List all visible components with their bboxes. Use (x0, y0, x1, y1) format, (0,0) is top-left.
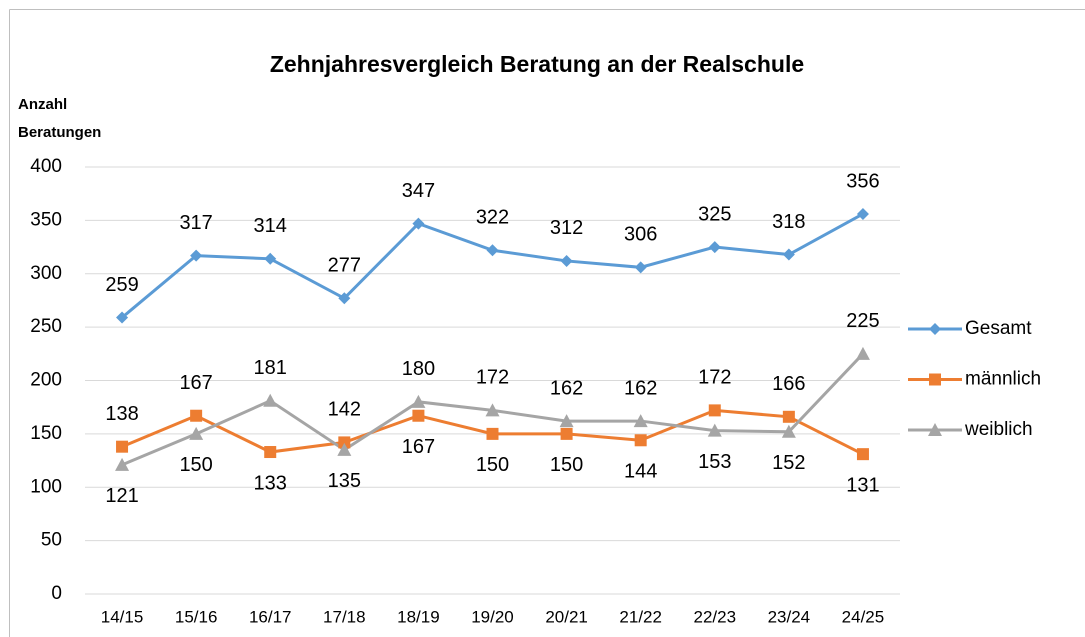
data-label: 133 (254, 472, 287, 494)
point (263, 393, 278, 407)
point (928, 423, 942, 436)
data-label: 162 (624, 377, 657, 399)
data-label: 277 (328, 255, 361, 277)
point (190, 249, 203, 262)
point (560, 427, 573, 440)
x-tick-label: 17/18 (323, 607, 366, 626)
data-label: 167 (179, 372, 212, 394)
y-axis-label: Beratungen (18, 124, 101, 141)
data-label: 152 (772, 452, 805, 474)
point (856, 207, 869, 220)
data-label: 180 (402, 358, 435, 380)
data-label: 347 (402, 180, 435, 202)
point (782, 410, 795, 423)
data-label: 306 (624, 224, 657, 246)
point (189, 426, 204, 440)
data-label: 166 (772, 373, 805, 395)
point (486, 244, 499, 257)
x-tick-label: 24/25 (842, 607, 885, 626)
point (116, 311, 129, 324)
point (708, 404, 721, 417)
data-label: 172 (476, 367, 509, 389)
data-label: 150 (550, 454, 583, 476)
y-tick-label: 0 (51, 583, 62, 604)
point (856, 448, 869, 461)
data-label: 138 (105, 403, 138, 425)
point (485, 403, 500, 417)
point (264, 252, 277, 265)
x-tick-label: 22/23 (693, 607, 736, 626)
x-tick-label: 19/20 (471, 607, 514, 626)
point (782, 248, 795, 261)
point (412, 217, 425, 230)
data-label: 142 (328, 399, 361, 421)
point (486, 427, 499, 440)
point (116, 440, 129, 453)
y-tick-label: 250 (30, 316, 62, 337)
point (929, 373, 941, 386)
data-label: 153 (698, 451, 731, 473)
data-label: 135 (328, 470, 361, 492)
point (412, 409, 425, 422)
point (338, 436, 351, 449)
y-tick-label: 150 (30, 423, 62, 444)
data-label: 121 (105, 485, 138, 507)
point (337, 442, 352, 456)
data-label: 314 (254, 215, 287, 237)
x-tick-label: 21/22 (619, 607, 662, 626)
point (633, 414, 648, 428)
data-label: 150 (179, 454, 212, 476)
data-label: 322 (476, 207, 509, 229)
y-tick-label: 100 (30, 476, 62, 497)
data-label: 225 (846, 310, 879, 332)
legend-label: Gesamt (965, 318, 1032, 339)
chart-title: Zehnjahresvergleich Beratung an der Real… (270, 51, 804, 77)
point (411, 394, 426, 408)
point (781, 424, 796, 438)
y-tick-label: 350 (30, 209, 62, 230)
y-tick-label: 50 (41, 530, 62, 551)
x-tick-label: 15/16 (175, 607, 218, 626)
point (634, 434, 647, 447)
legend-label: weiblich (964, 419, 1033, 440)
data-label: 259 (105, 274, 138, 296)
point (115, 457, 130, 471)
point (560, 254, 573, 267)
x-tick-label: 20/21 (545, 607, 588, 626)
data-label: 325 (698, 203, 731, 225)
x-tick-label: 23/24 (768, 607, 811, 626)
x-tick-label: 18/19 (397, 607, 440, 626)
x-tick-label: 14/15 (101, 607, 144, 626)
point (634, 261, 647, 274)
point (707, 423, 722, 437)
data-label: 162 (550, 377, 583, 399)
data-label: 181 (254, 357, 287, 379)
y-axis-label: Anzahl (18, 96, 67, 113)
point (190, 409, 203, 422)
data-label: 312 (550, 217, 583, 239)
point (264, 446, 277, 459)
data-label: 167 (402, 436, 435, 458)
y-tick-label: 400 (30, 156, 62, 177)
data-label: 144 (624, 461, 657, 483)
y-tick-label: 300 (30, 263, 62, 284)
point (559, 414, 574, 428)
data-label: 317 (179, 212, 212, 234)
data-label: 172 (698, 367, 731, 389)
point (338, 292, 351, 305)
legend-label: männlich (965, 369, 1041, 390)
data-label: 131 (846, 474, 879, 496)
data-label: 150 (476, 454, 509, 476)
point (708, 241, 721, 254)
x-tick-label: 16/17 (249, 607, 292, 626)
point (855, 346, 870, 360)
data-label: 318 (772, 211, 805, 233)
y-tick-label: 200 (30, 370, 62, 391)
point (929, 323, 941, 335)
data-label: 356 (846, 170, 879, 192)
